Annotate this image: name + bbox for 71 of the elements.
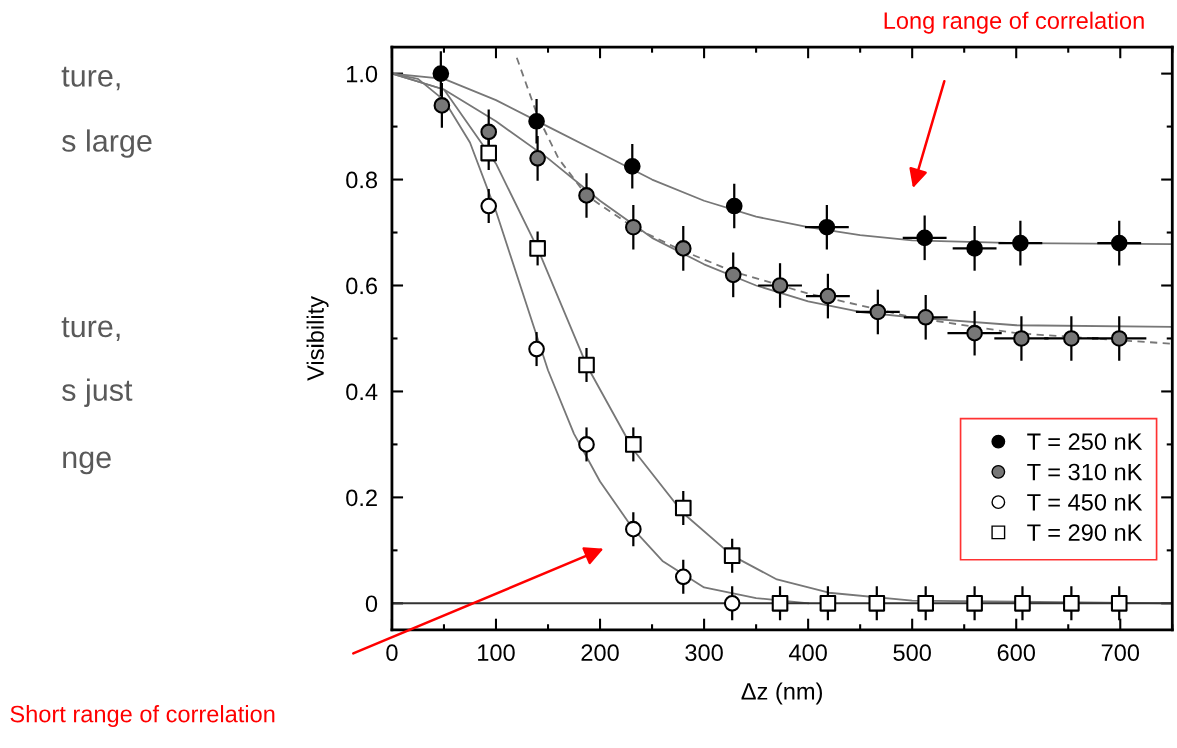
text: ture, bbox=[61, 66, 120, 91]
point bbox=[771, 595, 789, 612]
point bbox=[1110, 330, 1128, 347]
point bbox=[1110, 595, 1128, 612]
text: Short range of correlation bbox=[10, 705, 275, 728]
y-tick-label: 0.2 bbox=[346, 489, 377, 507]
x-tick-label: 300 bbox=[685, 644, 723, 662]
point bbox=[674, 499, 692, 517]
x-tick-label: 100 bbox=[478, 644, 515, 662]
point bbox=[529, 150, 546, 167]
point bbox=[625, 520, 642, 538]
text: ture, bbox=[61, 317, 120, 341]
x-tick-label: 500 bbox=[893, 644, 931, 662]
point bbox=[528, 112, 545, 130]
point bbox=[966, 324, 983, 342]
point bbox=[480, 123, 498, 141]
point bbox=[625, 218, 642, 236]
legend-label: T = 250 nK bbox=[1027, 433, 1143, 451]
point bbox=[480, 197, 498, 215]
point bbox=[966, 595, 983, 612]
x-tick-label: 0 bbox=[386, 644, 398, 662]
point bbox=[868, 595, 886, 612]
point bbox=[966, 240, 983, 257]
point bbox=[1013, 330, 1030, 347]
x-tick-label: 700 bbox=[1101, 644, 1140, 662]
y-tick-label: 1.0 bbox=[347, 65, 378, 83]
point bbox=[433, 97, 451, 114]
point bbox=[432, 65, 450, 82]
point bbox=[819, 595, 837, 612]
point bbox=[1012, 234, 1029, 252]
y-tick-label: 0.8 bbox=[346, 171, 378, 189]
point bbox=[480, 144, 498, 162]
y-tick-label: 0.6 bbox=[346, 277, 378, 295]
point bbox=[819, 287, 837, 305]
point bbox=[917, 595, 935, 612]
point bbox=[674, 240, 692, 257]
text: Long range of correlation bbox=[884, 11, 1144, 34]
point bbox=[623, 157, 641, 175]
point bbox=[818, 218, 836, 236]
point bbox=[528, 340, 545, 358]
x-axis-title: Δz (nm) bbox=[741, 682, 822, 705]
point bbox=[725, 197, 743, 215]
x-tick-label: 600 bbox=[997, 644, 1035, 662]
legend-label: T = 450 nK bbox=[1027, 493, 1143, 511]
point bbox=[1014, 595, 1031, 612]
point bbox=[723, 547, 741, 564]
point bbox=[724, 266, 742, 284]
x-tick-label: 200 bbox=[581, 644, 619, 662]
point bbox=[578, 356, 595, 374]
y-tick-label: 0.4 bbox=[346, 383, 378, 401]
legend-label: T = 310 nK bbox=[1027, 463, 1143, 481]
text: s large bbox=[62, 129, 152, 158]
text: nge bbox=[63, 451, 111, 475]
point bbox=[625, 436, 642, 453]
legend-label: T = 290 nK bbox=[1027, 524, 1143, 541]
y-axis-title: Visibility bbox=[306, 296, 329, 381]
y-tick-label: 0 bbox=[365, 595, 378, 613]
point bbox=[869, 303, 887, 321]
point bbox=[917, 308, 935, 326]
point bbox=[1063, 595, 1080, 612]
point bbox=[529, 240, 546, 257]
text: s just bbox=[62, 378, 133, 407]
point bbox=[674, 568, 692, 586]
point bbox=[723, 595, 741, 612]
point bbox=[1110, 234, 1128, 252]
point bbox=[578, 187, 595, 204]
x-tick-label: 400 bbox=[788, 644, 827, 662]
point bbox=[1063, 330, 1080, 347]
point bbox=[916, 229, 933, 247]
point bbox=[578, 436, 595, 453]
point bbox=[771, 277, 789, 294]
